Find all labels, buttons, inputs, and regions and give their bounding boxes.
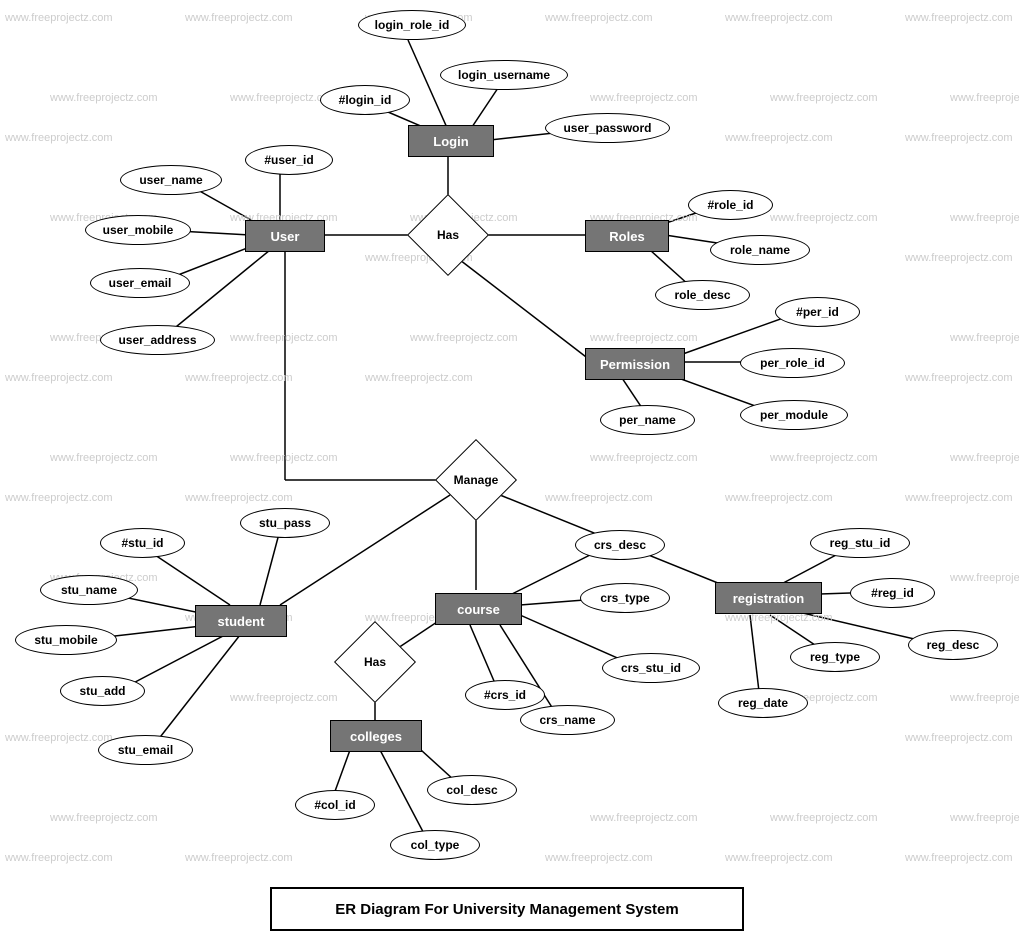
watermark: www.freeprojectz.com xyxy=(905,372,1013,384)
entity-user: User xyxy=(245,220,325,252)
attr-user-email: user_email xyxy=(90,268,190,298)
watermark: www.freeprojectz.com xyxy=(185,372,293,384)
watermark: www.freeprojectz.com xyxy=(185,12,293,24)
watermark: www.freeprojectz.com xyxy=(950,92,1019,104)
watermark: www.freeprojectz.com xyxy=(905,132,1013,144)
watermark: www.freeprojectz.com xyxy=(185,852,293,864)
attr-login-username: login_username xyxy=(440,60,568,90)
attr-role-desc: role_desc xyxy=(655,280,750,310)
attr-role-name: role_name xyxy=(710,235,810,265)
attr-stu-name: stu_name xyxy=(40,575,138,605)
watermark: www.freeprojectz.com xyxy=(545,852,653,864)
watermark: www.freeprojectz.com xyxy=(950,812,1019,824)
watermark: www.freeprojectz.com xyxy=(905,12,1013,24)
watermark: www.freeprojectz.com xyxy=(590,92,698,104)
rel-has2: Has xyxy=(335,622,415,702)
attr-crs-id: #crs_id xyxy=(465,680,545,710)
watermark: www.freeprojectz.com xyxy=(770,92,878,104)
watermark: www.freeprojectz.com xyxy=(5,132,113,144)
watermark: www.freeprojectz.com xyxy=(5,12,113,24)
attr-crs-type: crs_type xyxy=(580,583,670,613)
attr-stu-email: stu_email xyxy=(98,735,193,765)
diagram-title: ER Diagram For University Management Sys… xyxy=(270,887,744,931)
watermark: www.freeprojectz.com xyxy=(590,812,698,824)
attr-stu-add: stu_add xyxy=(60,676,145,706)
watermark: www.freeprojectz.com xyxy=(950,452,1019,464)
attr-crs-name: crs_name xyxy=(520,705,615,735)
watermark: www.freeprojectz.com xyxy=(230,332,338,344)
watermark: www.freeprojectz.com xyxy=(50,452,158,464)
watermark: www.freeprojectz.com xyxy=(365,372,473,384)
entity-registration: registration xyxy=(715,582,822,614)
watermark: www.freeprojectz.com xyxy=(185,492,293,504)
watermark: www.freeprojectz.com xyxy=(725,492,833,504)
attr-col-type: col_type xyxy=(390,830,480,860)
watermark: www.freeprojectz.com xyxy=(5,732,113,744)
attr-crs-desc: crs_desc xyxy=(575,530,665,560)
watermark: www.freeprojectz.com xyxy=(770,452,878,464)
attr-stu-mobile: stu_mobile xyxy=(15,625,117,655)
entity-student: student xyxy=(195,605,287,637)
attr-reg-id: #reg_id xyxy=(850,578,935,608)
watermark: www.freeprojectz.com xyxy=(545,492,653,504)
watermark: www.freeprojectz.com xyxy=(590,452,698,464)
watermark: www.freeprojectz.com xyxy=(905,732,1013,744)
attr-reg-stu-id: reg_stu_id xyxy=(810,528,910,558)
rel-has: Has xyxy=(408,195,488,275)
attr-login-role-id: login_role_id xyxy=(358,10,466,40)
watermark: www.freeprojectz.com xyxy=(950,572,1019,584)
entity-permission: Permission xyxy=(585,348,685,380)
attr-role-id: #role_id xyxy=(688,190,773,220)
attr-user-mobile: user_mobile xyxy=(85,215,191,245)
entity-login: Login xyxy=(408,125,494,157)
attr-col-id: #col_id xyxy=(295,790,375,820)
attr-stu-pass: stu_pass xyxy=(240,508,330,538)
attr-reg-desc: reg_desc xyxy=(908,630,998,660)
attr-col-desc: col_desc xyxy=(427,775,517,805)
watermark: www.freeprojectz.com xyxy=(770,812,878,824)
attr-crs-stu-id: crs_stu_id xyxy=(602,653,700,683)
watermark: www.freeprojectz.com xyxy=(950,692,1019,704)
attr-user-id: #user_id xyxy=(245,145,333,175)
watermark: www.freeprojectz.com xyxy=(725,12,833,24)
attr-per-name: per_name xyxy=(600,405,695,435)
entity-roles: Roles xyxy=(585,220,669,252)
attr-reg-date: reg_date xyxy=(718,688,808,718)
attr-per-module: per_module xyxy=(740,400,848,430)
watermark: www.freeprojectz.com xyxy=(590,332,698,344)
entity-course: course xyxy=(435,593,522,625)
entity-colleges: colleges xyxy=(330,720,422,752)
attr-stu-id: #stu_id xyxy=(100,528,185,558)
watermark: www.freeprojectz.com xyxy=(410,332,518,344)
attr-reg-type: reg_type xyxy=(790,642,880,672)
watermark: www.freeprojectz.com xyxy=(5,372,113,384)
watermark: www.freeprojectz.com xyxy=(725,132,833,144)
watermark: www.freeprojectz.com xyxy=(5,492,113,504)
watermark: www.freeprojectz.com xyxy=(230,692,338,704)
attr-user-name: user_name xyxy=(120,165,222,195)
watermark: www.freeprojectz.com xyxy=(950,212,1019,224)
watermark: www.freeprojectz.com xyxy=(545,12,653,24)
watermark: www.freeprojectz.com xyxy=(905,252,1013,264)
watermark: www.freeprojectz.com xyxy=(50,92,158,104)
watermark: www.freeprojectz.com xyxy=(725,852,833,864)
watermark: www.freeprojectz.com xyxy=(770,212,878,224)
rel-manage: Manage xyxy=(436,440,516,520)
watermark: www.freeprojectz.com xyxy=(50,812,158,824)
attr-user-password: user_password xyxy=(545,113,670,143)
attr-per-id: #per_id xyxy=(775,297,860,327)
attr-login-id: #login_id xyxy=(320,85,410,115)
attr-user-address: user_address xyxy=(100,325,215,355)
watermark: www.freeprojectz.com xyxy=(950,332,1019,344)
watermark: www.freeprojectz.com xyxy=(230,452,338,464)
watermark: www.freeprojectz.com xyxy=(905,852,1013,864)
attr-per-role-id: per_role_id xyxy=(740,348,845,378)
watermark: www.freeprojectz.com xyxy=(5,852,113,864)
watermark: www.freeprojectz.com xyxy=(905,492,1013,504)
